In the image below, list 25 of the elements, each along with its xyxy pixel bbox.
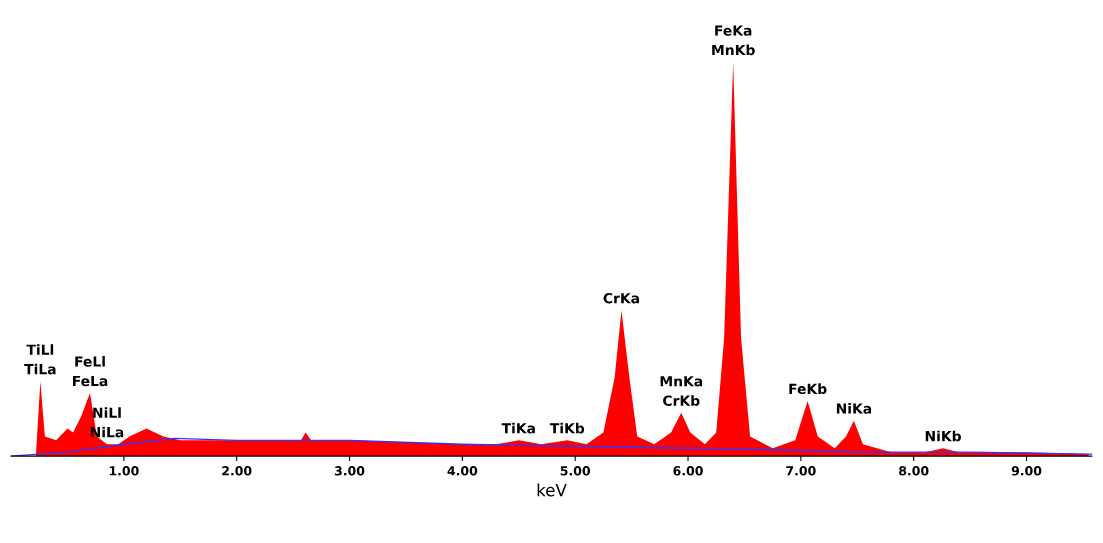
annotation: FeLl bbox=[75, 356, 105, 367]
annotation: FeLa bbox=[73, 375, 108, 387]
annotation: FeKa bbox=[715, 25, 752, 36]
x-tick-label: 4.00 bbox=[447, 466, 478, 476]
annotation: TiLl bbox=[26, 344, 54, 355]
annotation: TiKb bbox=[549, 422, 585, 434]
x-tick-label: 5.00 bbox=[560, 466, 591, 476]
annotation: NiLl bbox=[93, 407, 121, 418]
x-tick-label: 6.00 bbox=[673, 466, 703, 476]
annotation: NiKb bbox=[925, 430, 961, 442]
x-tick-label: 3.00 bbox=[334, 466, 365, 476]
annotation: CrKa bbox=[603, 292, 639, 304]
x-axis-title: keV bbox=[537, 483, 567, 497]
annotation: MnKb bbox=[712, 44, 755, 56]
annotation: NiKa bbox=[836, 403, 872, 414]
x-tick-label: 7.00 bbox=[786, 466, 816, 476]
x-tick-label: 1.00 bbox=[109, 466, 139, 476]
annotation: MnKa bbox=[660, 376, 703, 387]
x-tick-label: 8.00 bbox=[899, 466, 929, 476]
annotation: TiKa bbox=[501, 422, 535, 434]
annotation: CrKb bbox=[663, 395, 700, 406]
annotation: FeKb bbox=[789, 383, 827, 395]
x-tick-label: 9.00 bbox=[1011, 466, 1042, 476]
annotation: TiLa bbox=[24, 363, 56, 375]
x-tick-label: 2.00 bbox=[222, 466, 252, 476]
